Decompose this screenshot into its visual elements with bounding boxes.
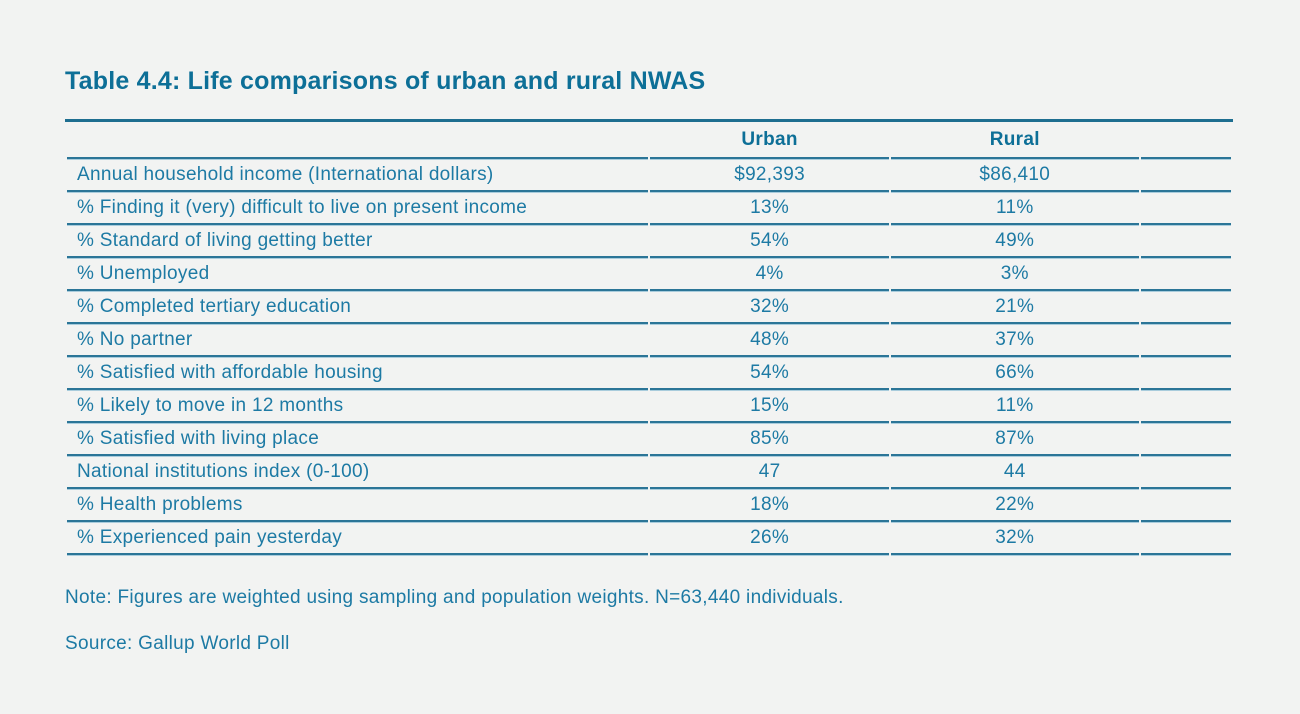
spacer-cell (1140, 390, 1231, 423)
table-row: % Unemployed 4% 3% (67, 258, 1231, 291)
table-row: % Completed tertiary education 32% 21% (67, 291, 1231, 324)
table-row: National institutions index (0-100) 47 4… (67, 456, 1231, 489)
row-label: % Satisfied with affordable housing (67, 357, 649, 390)
table-note: Note: Figures are weighted using samplin… (65, 587, 844, 608)
spacer-cell (1140, 291, 1231, 324)
rural-value: 37% (890, 324, 1139, 357)
urban-value: 48% (650, 324, 889, 357)
row-label: % Satisfied with living place (67, 423, 649, 456)
spacer-cell (1140, 489, 1231, 522)
rural-value: 3% (890, 258, 1139, 291)
spacer-cell (1140, 258, 1231, 291)
table-header-row: Urban Rural (67, 122, 1231, 159)
header-urban-cell: Urban (650, 122, 889, 159)
row-label: % Experienced pain yesterday (67, 522, 649, 555)
spacer-cell (1140, 357, 1231, 390)
table-row: % Satisfied with affordable housing 54% … (67, 357, 1231, 390)
rural-value: $86,410 (890, 159, 1139, 192)
table-row: % Experienced pain yesterday 26% 32% (67, 522, 1231, 555)
page-title: Table 4.4: Life comparisons of urban and… (65, 67, 706, 95)
table-row: % Health problems 18% 22% (67, 489, 1231, 522)
rural-value: 11% (890, 192, 1139, 225)
row-label: % Finding it (very) difficult to live on… (67, 192, 649, 225)
row-label: % Completed tertiary education (67, 291, 649, 324)
header-label-cell (67, 122, 649, 159)
rural-value: 32% (890, 522, 1139, 555)
rural-value: 87% (890, 423, 1139, 456)
urban-value: 85% (650, 423, 889, 456)
urban-value: 15% (650, 390, 889, 423)
row-label: % No partner (67, 324, 649, 357)
table-row: % Standard of living getting better 54% … (67, 225, 1231, 258)
urban-value: 26% (650, 522, 889, 555)
spacer-cell (1140, 225, 1231, 258)
row-label: % Unemployed (67, 258, 649, 291)
rural-value: 22% (890, 489, 1139, 522)
spacer-cell (1140, 423, 1231, 456)
urban-value: $92,393 (650, 159, 889, 192)
row-label: Annual household income (International d… (67, 159, 649, 192)
urban-value: 13% (650, 192, 889, 225)
header-rural-cell: Rural (890, 122, 1139, 159)
table-row: Annual household income (International d… (67, 159, 1231, 192)
table-row: % Likely to move in 12 months 15% 11% (67, 390, 1231, 423)
spacer-cell (1140, 324, 1231, 357)
rural-value: 11% (890, 390, 1139, 423)
row-label: % Health problems (67, 489, 649, 522)
rural-value: 66% (890, 357, 1139, 390)
table-row: % No partner 48% 37% (67, 324, 1231, 357)
urban-value: 54% (650, 225, 889, 258)
row-label: % Likely to move in 12 months (67, 390, 649, 423)
row-label: % Standard of living getting better (67, 225, 649, 258)
rural-value: 49% (890, 225, 1139, 258)
spacer-cell (1140, 522, 1231, 555)
spacer-cell (1140, 159, 1231, 192)
row-label: National institutions index (0-100) (67, 456, 649, 489)
spacer-cell (1140, 456, 1231, 489)
comparison-table: Urban Rural Annual household income (Int… (65, 119, 1233, 555)
header-spacer-cell (1140, 122, 1231, 159)
urban-value: 4% (650, 258, 889, 291)
spacer-cell (1140, 192, 1231, 225)
urban-value: 32% (650, 291, 889, 324)
table-source: Source: Gallup World Poll (65, 633, 290, 654)
rural-value: 44 (890, 456, 1139, 489)
rural-value: 21% (890, 291, 1139, 324)
urban-value: 54% (650, 357, 889, 390)
urban-value: 18% (650, 489, 889, 522)
urban-value: 47 (650, 456, 889, 489)
table-row: % Satisfied with living place 85% 87% (67, 423, 1231, 456)
table-row: % Finding it (very) difficult to live on… (67, 192, 1231, 225)
